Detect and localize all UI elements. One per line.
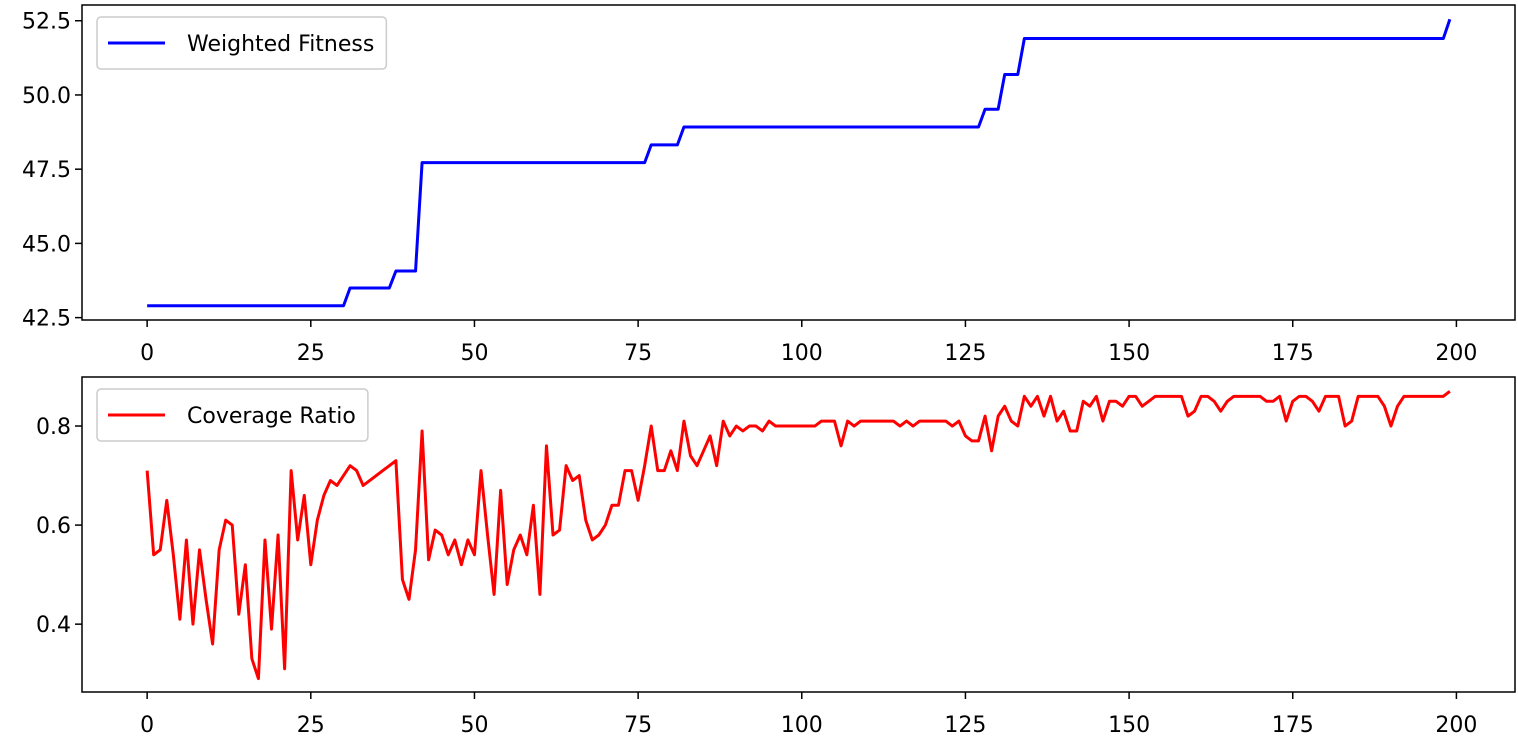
x-tick-label: 100 — [781, 713, 823, 737]
x-tick-label: 25 — [297, 341, 325, 366]
x-tick-label: 125 — [944, 341, 986, 366]
y-tick-label: 0.6 — [36, 514, 71, 539]
x-tick-label: 0 — [140, 341, 154, 366]
axes-frame — [81, 376, 1516, 693]
x-tick-label: 175 — [1272, 713, 1314, 737]
legend-label: Coverage Ratio — [187, 404, 356, 429]
legend-box — [96, 388, 369, 442]
y-tick-label: 45.0 — [22, 232, 71, 257]
x-tick-label: 75 — [624, 341, 652, 366]
legend-label: Weighted Fitness — [187, 32, 374, 57]
x-tick-label: 125 — [944, 713, 986, 737]
y-tick-label: 0.4 — [36, 613, 71, 638]
data-line — [147, 18, 1452, 308]
x-tick-label: 175 — [1272, 341, 1314, 366]
data-line — [145, 390, 1451, 681]
x-tick-label: 100 — [781, 341, 823, 366]
x-tick-label: 200 — [1435, 341, 1477, 366]
x-tick-label: 200 — [1435, 713, 1477, 737]
x-tick-label: 150 — [1108, 341, 1150, 366]
y-tick-label: 52.5 — [22, 10, 71, 35]
x-tick-label: 150 — [1108, 713, 1150, 737]
legend-box — [96, 16, 388, 70]
y-tick-label: 42.5 — [22, 307, 71, 332]
x-tick-label: 25 — [297, 713, 325, 737]
axes-frame — [81, 4, 1516, 321]
x-tick-label: 0 — [140, 713, 154, 737]
y-tick-label: 0.8 — [36, 415, 71, 440]
y-tick-label: 47.5 — [22, 158, 71, 183]
x-tick-label: 50 — [460, 341, 488, 366]
x-tick-label: 50 — [460, 713, 488, 737]
subplot: 0 25 50 75 100 125 150 175 200 42.5 45.0 47.5 50.0 52… — [22, 4, 1516, 366]
subplot: 0 25 50 75 100 125 150 175 200 0.4 0.6 0.8 Coverage … — [36, 376, 1516, 737]
legend: Coverage Ratio — [96, 388, 369, 442]
x-tick-label: 75 — [624, 713, 652, 737]
legend: Weighted Fitness — [96, 16, 388, 70]
y-tick-label: 50.0 — [22, 84, 71, 109]
